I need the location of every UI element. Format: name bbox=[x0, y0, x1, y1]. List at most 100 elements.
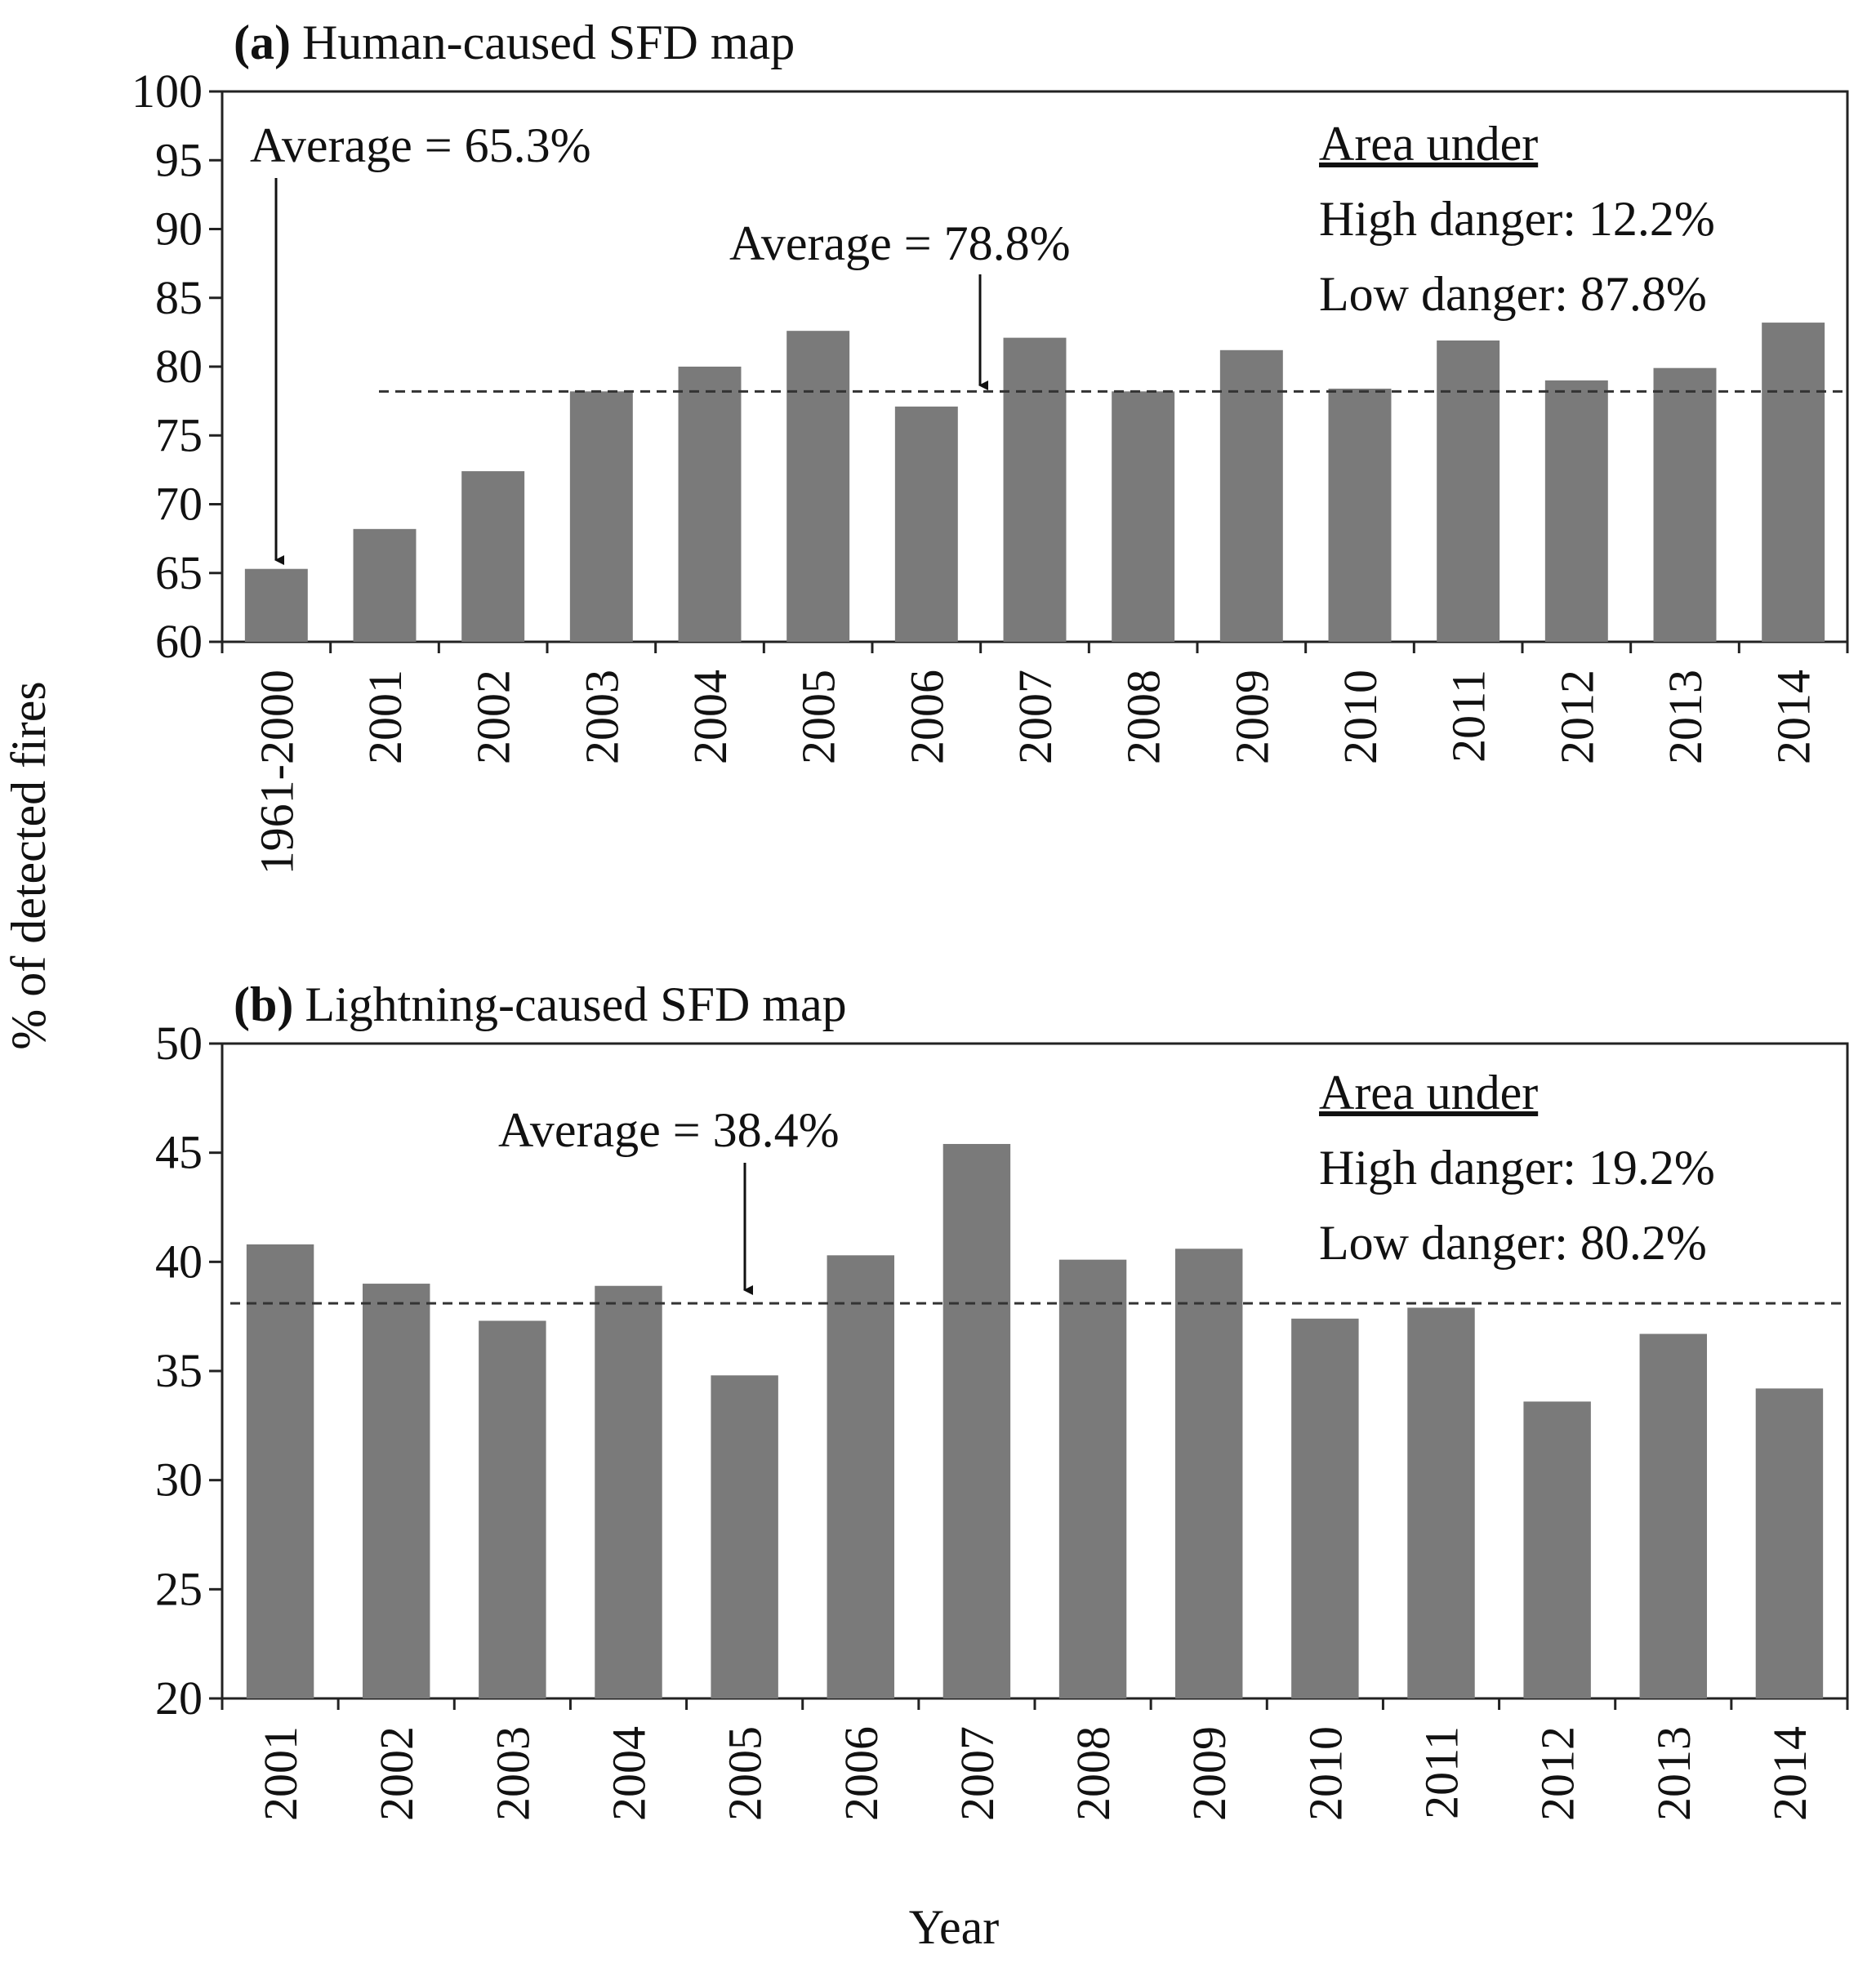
panela-x-tick-label: 2002 bbox=[467, 670, 520, 764]
panela-x-tick-label: 2001 bbox=[359, 670, 412, 764]
panela-y-tick-label: 85 bbox=[155, 271, 203, 324]
panelb-bar-2003 bbox=[479, 1320, 546, 1698]
panelb-bar-2012 bbox=[1523, 1401, 1591, 1698]
panelb-y-tick-label: 20 bbox=[155, 1671, 203, 1725]
panela-bar-2014 bbox=[1762, 323, 1825, 642]
panel-a-letter: (a) bbox=[234, 16, 291, 69]
panelb-x-tick-label: 2006 bbox=[835, 1726, 888, 1821]
panela-bar-2008 bbox=[1112, 391, 1175, 642]
panela-y-tick-label: 70 bbox=[155, 478, 203, 531]
panela-bar-1961-2000 bbox=[244, 568, 308, 642]
panelb-x-tick-label: 2004 bbox=[603, 1726, 656, 1821]
panela-y-tick-label: 65 bbox=[155, 546, 203, 599]
panela-x-tick-label: 2005 bbox=[792, 670, 845, 764]
panel-b-low-danger: Low danger: 80.2% bbox=[1319, 1216, 1707, 1270]
panelb-bar-2011 bbox=[1407, 1307, 1475, 1698]
panel-b-high-danger: High danger: 19.2% bbox=[1319, 1141, 1715, 1195]
panela-x-tick-label: 2011 bbox=[1442, 670, 1495, 763]
panelb-bar-2013 bbox=[1639, 1333, 1708, 1698]
panelb-bar-2001 bbox=[246, 1244, 314, 1698]
panelb-x-tick-label: 2009 bbox=[1183, 1726, 1236, 1821]
x-axis-label: Year bbox=[909, 1900, 1000, 1954]
panel-b-x-ticks: 2001 2002 2003 2004 2005 2006 2007 2008 2009 2010… bbox=[221, 1698, 1849, 1821]
panela-bar-2005 bbox=[786, 331, 850, 642]
panela-bar-2001 bbox=[353, 528, 417, 642]
panela-x-tick-label: 2012 bbox=[1550, 670, 1603, 764]
panela-x-tick-label: 2004 bbox=[684, 670, 737, 764]
panela-bar-2004 bbox=[678, 367, 742, 642]
panela-x-tick-label: 2010 bbox=[1334, 670, 1387, 764]
panelb-x-tick-label: 2010 bbox=[1299, 1726, 1352, 1821]
panel-b-name: Lightning-caused SFD map bbox=[305, 977, 846, 1031]
panel-a-human-caused: (a) Human-caused SFD map 60 65 70 75 80 85 90 95… bbox=[131, 16, 1849, 875]
panela-x-tick-label: 2007 bbox=[1009, 670, 1062, 764]
y-axis-label: % of detected fires bbox=[2, 681, 56, 1049]
panelb-x-tick-label: 2014 bbox=[1763, 1726, 1816, 1821]
panelb-x-tick-label: 2011 bbox=[1415, 1726, 1468, 1819]
panela-y-tick-label: 95 bbox=[155, 133, 203, 186]
panelb-x-tick-label: 2007 bbox=[951, 1726, 1004, 1821]
panelb-y-tick-label: 50 bbox=[155, 1017, 203, 1070]
panel-b-y-ticks: 20 25 30 35 40 45 50 bbox=[155, 1017, 222, 1725]
panel-a-bars bbox=[244, 323, 1825, 642]
panel-a-average-left-label: Average = 65.3% bbox=[250, 118, 591, 172]
panel-a-y-ticks: 60 65 70 75 80 85 90 95 100 bbox=[131, 65, 222, 668]
panelb-bar-2009 bbox=[1174, 1249, 1243, 1698]
panelb-bar-2002 bbox=[362, 1284, 430, 1698]
panelb-x-tick-label: 2003 bbox=[486, 1726, 539, 1821]
panel-b-average-label: Average = 38.4% bbox=[498, 1103, 840, 1157]
panel-a-name: Human-caused SFD map bbox=[302, 16, 795, 69]
panelb-bar-2007 bbox=[942, 1143, 1011, 1698]
panela-x-tick-label: 2003 bbox=[575, 670, 628, 764]
panel-b-area-under: Area under bbox=[1319, 1066, 1538, 1119]
panela-bar-2010 bbox=[1328, 388, 1392, 642]
panelb-x-tick-label: 2002 bbox=[370, 1726, 423, 1821]
panela-bar-2002 bbox=[461, 471, 525, 642]
panela-bar-2003 bbox=[569, 391, 633, 642]
panela-y-tick-label: 60 bbox=[155, 615, 203, 668]
panel-b-lightning-caused: (b) Lightning-caused SFD map 20 25 30 35 40 45… bbox=[155, 977, 1849, 1821]
panelb-x-tick-label: 2005 bbox=[719, 1726, 772, 1821]
panela-y-tick-label: 75 bbox=[155, 408, 203, 461]
panel-a-area-under: Area under bbox=[1319, 117, 1538, 171]
panelb-bar-2004 bbox=[595, 1285, 662, 1698]
panelb-y-tick-label: 30 bbox=[155, 1453, 203, 1507]
panelb-bar-2005 bbox=[711, 1375, 778, 1698]
panela-x-tick-label: 2013 bbox=[1659, 670, 1712, 764]
panelb-y-tick-label: 35 bbox=[155, 1344, 203, 1397]
panel-b-title: (b) Lightning-caused SFD map bbox=[234, 977, 847, 1031]
panela-x-tick-label: 2014 bbox=[1767, 670, 1820, 764]
panelb-y-tick-label: 40 bbox=[155, 1235, 203, 1288]
panelb-x-tick-label: 2012 bbox=[1531, 1726, 1584, 1821]
panela-bar-2009 bbox=[1219, 349, 1283, 642]
panel-a-high-danger: High danger: 12.2% bbox=[1319, 192, 1715, 246]
panelb-bar-2010 bbox=[1291, 1318, 1359, 1698]
panela-x-tick-label: 2009 bbox=[1225, 670, 1278, 764]
panel-b-letter: (b) bbox=[234, 977, 293, 1031]
panel-a-average-right-label: Average = 78.8% bbox=[729, 216, 1071, 270]
panela-y-tick-label: 80 bbox=[155, 340, 203, 393]
panelb-y-tick-label: 25 bbox=[155, 1562, 203, 1615]
panel-a-x-ticks: 1961-2000 2001 2002 2003 2004 2005 2006 2007 200… bbox=[221, 642, 1849, 875]
panelb-y-tick-label: 45 bbox=[155, 1126, 203, 1179]
panelb-x-tick-label: 2013 bbox=[1647, 1726, 1700, 1821]
panela-y-tick-label: 90 bbox=[155, 203, 203, 256]
panelb-bar-2006 bbox=[827, 1255, 895, 1698]
panelb-bar-2008 bbox=[1058, 1259, 1127, 1698]
panel-a-title: (a) Human-caused SFD map bbox=[234, 16, 795, 69]
panela-bar-2007 bbox=[1003, 337, 1067, 642]
panela-bar-2011 bbox=[1437, 340, 1500, 642]
panela-y-tick-label: 100 bbox=[131, 65, 203, 118]
panela-x-tick-label: 1961-2000 bbox=[250, 670, 303, 875]
panel-a-low-danger: Low danger: 87.8% bbox=[1319, 267, 1707, 321]
panela-bar-2012 bbox=[1544, 380, 1608, 642]
panelb-x-tick-label: 2008 bbox=[1067, 1726, 1120, 1821]
panelb-x-tick-label: 2001 bbox=[254, 1726, 307, 1821]
panela-x-tick-label: 2008 bbox=[1117, 670, 1170, 764]
panela-x-tick-label: 2006 bbox=[900, 670, 953, 764]
panela-bar-2006 bbox=[894, 406, 958, 642]
panel-b-bars bbox=[246, 1143, 1824, 1698]
panela-bar-2013 bbox=[1653, 367, 1717, 642]
panelb-bar-2014 bbox=[1755, 1388, 1824, 1698]
